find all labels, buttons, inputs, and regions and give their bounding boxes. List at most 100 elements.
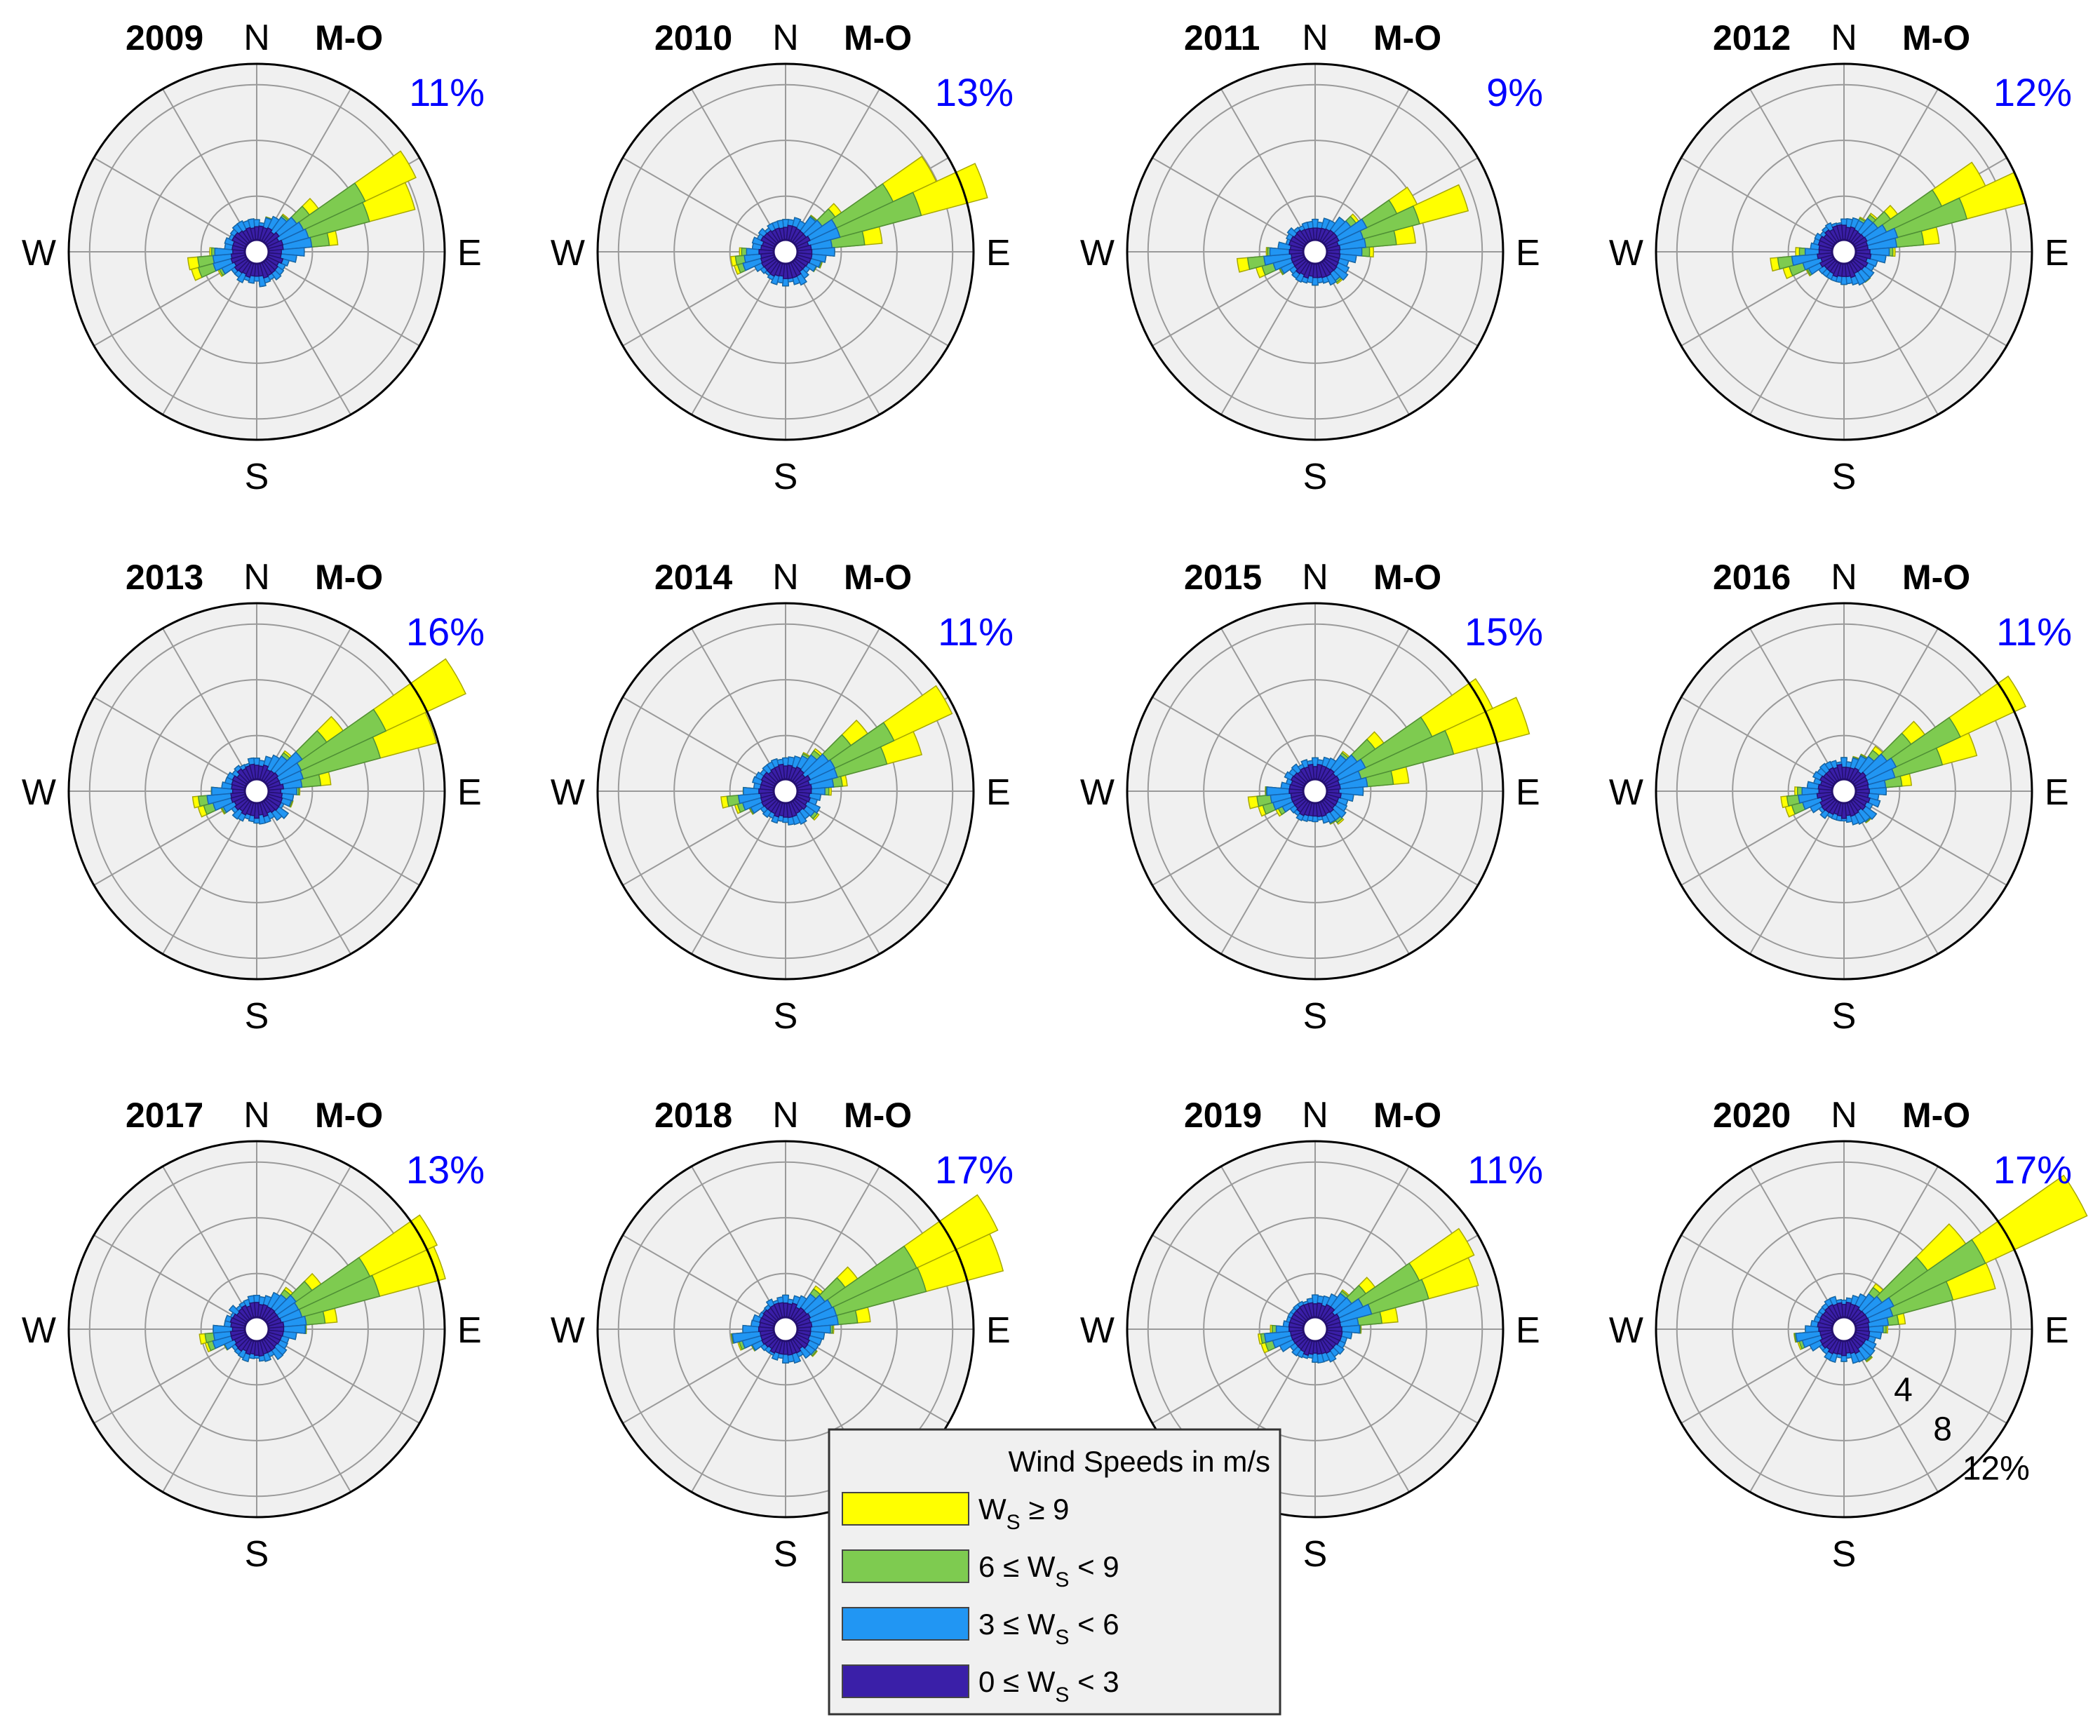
- grid-spoke: [256, 790, 420, 886]
- max-frequency-label: 11%: [938, 610, 1014, 654]
- compass-south: S: [1303, 1534, 1328, 1575]
- max-frequency-label: 11%: [1467, 1148, 1543, 1192]
- calm-hole: [1831, 238, 1857, 265]
- compass-east: E: [2045, 233, 2069, 274]
- panels-group: 2009 M-O N E S W 11% 2010 M-O N E S W 13% 2011 M-O N E S W 9…: [22, 18, 2088, 1575]
- compass-east: E: [986, 772, 1011, 813]
- max-frequency-label: 17%: [1993, 1148, 2072, 1192]
- compass-west: W: [1609, 1310, 1643, 1351]
- year-label: 2018: [654, 1096, 732, 1135]
- compass-north: N: [772, 557, 799, 598]
- compass-north: N: [772, 18, 799, 58]
- grid-spoke: [1749, 790, 1845, 955]
- wind-rose-panel-2015: 2015 M-O N E S W 15%: [1080, 557, 1543, 1037]
- compass-east: E: [986, 1310, 1011, 1351]
- year-label: 2010: [654, 18, 732, 58]
- calm-hole: [1302, 238, 1328, 265]
- max-frequency-label: 16%: [406, 610, 485, 654]
- wind-rose-panel-2018: 2018 M-O N E S W 17%: [551, 1095, 1014, 1575]
- compass-south: S: [1303, 996, 1328, 1037]
- calm-hole: [243, 1316, 270, 1343]
- compass-west: W: [551, 1310, 585, 1351]
- compass-north: N: [1831, 1095, 1857, 1136]
- compass-north: N: [1302, 18, 1328, 58]
- rose-sectors: [1793, 1174, 2088, 1364]
- grid-spoke: [256, 1328, 351, 1493]
- wind-rose-panel-2011: 2011 M-O N E S W 9%: [1080, 18, 1543, 497]
- season-label: M-O: [1373, 18, 1441, 58]
- compass-west: W: [22, 772, 56, 813]
- year-label: 2020: [1713, 1096, 1791, 1135]
- compass-west: W: [551, 772, 585, 813]
- wind-rose-panel-2013: 2013 M-O N E S W 16%: [22, 557, 485, 1037]
- wind-rose-panel-2010: 2010 M-O N E S W 13%: [551, 18, 1014, 497]
- max-frequency-label: 17%: [935, 1148, 1014, 1192]
- grid-spoke: [691, 1328, 786, 1493]
- grid-spoke: [1749, 251, 1845, 415]
- max-frequency-label: 15%: [1465, 610, 1543, 654]
- grid-spoke: [1220, 628, 1316, 792]
- wind-rose-panel-2016: 2016 M-O N E S W 11%: [1609, 557, 2072, 1037]
- grid-spoke: [93, 157, 257, 253]
- compass-south: S: [774, 457, 798, 497]
- grid-spoke: [691, 790, 786, 955]
- max-frequency-label: 12%: [1993, 70, 2072, 114]
- compass-north: N: [243, 18, 270, 58]
- legend-swatch: [842, 1549, 969, 1583]
- compass-north: N: [243, 1095, 270, 1136]
- grid-spoke: [162, 1166, 257, 1330]
- compass-south: S: [245, 1534, 269, 1575]
- year-label: 2011: [1184, 18, 1260, 58]
- grid-spoke: [93, 1234, 257, 1330]
- max-frequency-label: 11%: [1996, 610, 2072, 654]
- radial-tick-label: 12%: [1963, 1451, 2030, 1488]
- wind-rose-panel-2009: 2009 M-O N E S W 11%: [22, 18, 485, 497]
- season-label: M-O: [844, 558, 912, 597]
- season-label: M-O: [1373, 558, 1441, 597]
- polar-boundary: [1126, 1140, 1505, 1519]
- compass-east: E: [986, 233, 1011, 274]
- compass-south: S: [774, 996, 798, 1037]
- legend-entry-label: 6 ≤ WS < 9: [978, 1550, 1119, 1592]
- rose-sectors: [198, 1214, 446, 1363]
- compass-west: W: [22, 233, 56, 274]
- season-label: M-O: [1902, 558, 1970, 597]
- grid-spoke: [622, 1234, 786, 1330]
- compass-west: W: [1080, 772, 1115, 813]
- rose-sectors: [1236, 184, 1469, 286]
- season-label: M-O: [1902, 1096, 1970, 1135]
- calm-hole: [772, 1316, 799, 1343]
- compass-south: S: [1303, 457, 1328, 497]
- calm-hole: [243, 778, 270, 805]
- radial-tick-label: 4: [1894, 1371, 1913, 1408]
- year-label: 2012: [1713, 18, 1791, 58]
- compass-south: S: [245, 996, 269, 1037]
- wind-rose-panel-2019: 2019 M-O N E S W 11%: [1080, 1095, 1543, 1575]
- compass-west: W: [22, 1310, 56, 1351]
- wind-rose-panel-2020: 2020 M-O N E S W 17% 48 12%: [1609, 1095, 2088, 1575]
- wind-rose-panel-2014: 2014 M-O N E S W 11%: [551, 557, 1014, 1037]
- calm-hole: [1831, 778, 1857, 805]
- grid-spoke: [162, 628, 257, 792]
- compass-south: S: [774, 1534, 798, 1575]
- wind-rose-panel-2017: 2017 M-O N E S W 13%: [22, 1095, 485, 1575]
- polar-boundary: [1655, 62, 2033, 441]
- polar-boundary: [596, 602, 975, 981]
- polar-boundary: [1655, 1140, 2033, 1519]
- legend-entry-label: WS ≥ 9: [978, 1493, 1069, 1534]
- grid-spoke: [1681, 1234, 1845, 1330]
- compass-east: E: [457, 233, 482, 274]
- polar-boundary: [67, 602, 446, 981]
- compass-east: E: [1516, 772, 1540, 813]
- compass-south: S: [245, 457, 269, 497]
- season-label: M-O: [315, 1096, 383, 1135]
- polar-boundary: [1655, 602, 2033, 981]
- season-label: M-O: [1902, 18, 1970, 58]
- wind-rose-panel-2012: 2012 M-O N E S W 12%: [1609, 18, 2072, 497]
- compass-east: E: [2045, 1310, 2069, 1351]
- compass-north: N: [1831, 18, 1857, 58]
- year-label: 2014: [654, 558, 732, 597]
- grid-spoke: [1220, 88, 1316, 253]
- year-label: 2009: [126, 18, 203, 58]
